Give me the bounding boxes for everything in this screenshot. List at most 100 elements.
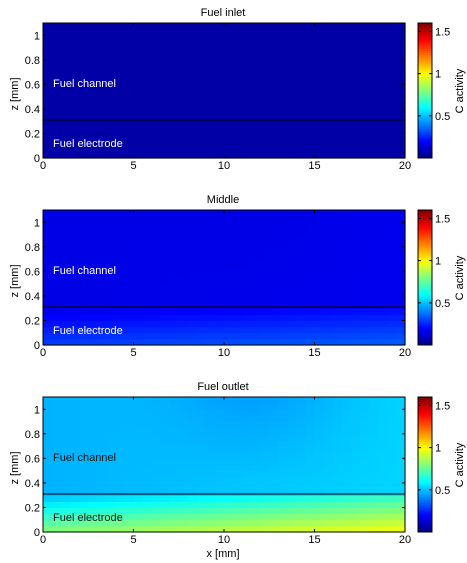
heatmap-cell: [314, 495, 325, 502]
heatmap-cell: [260, 482, 270, 490]
heatmap-cell: [287, 495, 297, 502]
heatmap-cell: [151, 121, 162, 128]
heatmap-cell: [106, 35, 116, 43]
heatmap-cell: [196, 145, 207, 153]
heatmap-cell: [269, 96, 279, 104]
heatmap-cell: [341, 84, 352, 92]
heatmap-cell: [142, 295, 153, 303]
heatmap-cell: [178, 145, 189, 153]
heatmap-cell: [160, 409, 171, 417]
heatmap-cell: [386, 90, 397, 98]
heatmap-cell: [287, 470, 297, 478]
colorbar-segment: [418, 500, 432, 503]
heatmap-cell: [205, 314, 216, 322]
heatmap-cell: [88, 96, 98, 104]
heatmap-cell: [52, 228, 62, 236]
heatmap-cell: [323, 525, 334, 533]
heatmap-cell: [341, 519, 352, 527]
heatmap-cell: [287, 259, 297, 266]
heatmap-cell: [332, 525, 343, 533]
heatmap-cell: [133, 332, 144, 340]
heatmap-cell: [61, 271, 71, 279]
heatmap-cell: [314, 470, 325, 478]
heatmap-cell: [368, 115, 379, 122]
heatmap-cell: [314, 53, 325, 61]
heatmap-cell: [205, 108, 216, 116]
heatmap-cell: [233, 277, 243, 285]
heatmap-cell: [214, 216, 225, 223]
heatmap-cell: [350, 265, 361, 272]
heatmap-cell: [151, 29, 162, 36]
heatmap-cell: [151, 234, 162, 242]
heatmap-cell: [97, 326, 107, 334]
heatmap-cell: [124, 252, 135, 260]
heatmap-cell: [350, 332, 361, 340]
heatmap-cell: [368, 127, 379, 135]
heatmap-cell: [70, 302, 80, 309]
heatmap-cell: [88, 458, 98, 466]
heatmap-cell: [251, 151, 261, 159]
heatmap-cell: [287, 127, 297, 135]
heatmap-cell: [160, 252, 171, 260]
heatmap-cell: [178, 102, 189, 110]
heatmap-cell: [386, 151, 397, 159]
heatmap-cell: [296, 289, 307, 297]
heatmap-cell: [341, 53, 352, 61]
heatmap-cell: [242, 84, 252, 92]
heatmap-cell: [187, 464, 198, 472]
heatmap-cell: [242, 41, 252, 49]
heatmap-cell: [233, 332, 243, 340]
heatmap-cell: [97, 265, 107, 272]
heatmap-cell: [269, 59, 279, 67]
heatmap-cell: [224, 507, 234, 515]
heatmap-cell: [395, 271, 406, 279]
heatmap-cell: [43, 151, 53, 159]
heatmap-cell: [115, 133, 126, 141]
heatmap-cell: [323, 446, 334, 453]
heatmap-cell: [133, 78, 144, 85]
heatmap-cell: [341, 139, 352, 147]
heatmap-cell: [124, 41, 135, 49]
heatmap-cell: [52, 265, 62, 272]
heatmap-cell: [296, 210, 307, 217]
heatmap-cell: [332, 427, 343, 435]
heatmap-cell: [332, 210, 343, 217]
heatmap-cell: [269, 507, 279, 515]
heatmap-cell: [341, 507, 352, 515]
heatmap-cell: [359, 252, 370, 260]
heatmap-cell: [305, 458, 316, 466]
heatmap-cell: [160, 403, 171, 410]
heatmap-cell: [61, 53, 71, 61]
heatmap-cell: [251, 277, 261, 285]
heatmap-cell: [242, 295, 252, 303]
heatmap-cell: [124, 302, 135, 309]
heatmap-cell: [151, 314, 162, 322]
heatmap-cell: [359, 96, 370, 104]
heatmap-cell: [233, 409, 243, 417]
heatmap-cell: [214, 84, 225, 92]
heatmap-cell: [269, 415, 279, 423]
heatmap-cell: [242, 252, 252, 260]
heatmap-cell: [88, 234, 98, 242]
heatmap-cell: [224, 458, 234, 466]
colorbar-segment: [418, 413, 432, 417]
heatmap-cell: [79, 433, 89, 441]
colorbar-tick-label: 1: [435, 69, 441, 81]
heatmap-cell: [314, 302, 325, 309]
heatmap-cell: [278, 145, 288, 153]
heatmap-cell: [386, 482, 397, 490]
heatmap-cell: [350, 415, 361, 423]
heatmap-cell: [70, 464, 80, 472]
heatmap-cell: [251, 320, 261, 328]
heatmap-cell: [178, 246, 189, 254]
heatmap-cell: [287, 452, 297, 459]
heatmap-cell: [124, 265, 135, 272]
heatmap-cell: [278, 332, 288, 340]
heatmap-cell: [133, 29, 144, 36]
heatmap-cell: [341, 495, 352, 502]
heatmap-cell: [251, 470, 261, 478]
heatmap-cell: [233, 446, 243, 453]
heatmap-cell: [151, 289, 162, 297]
heatmap-cell: [97, 65, 107, 73]
heatmap-cell: [278, 501, 288, 509]
